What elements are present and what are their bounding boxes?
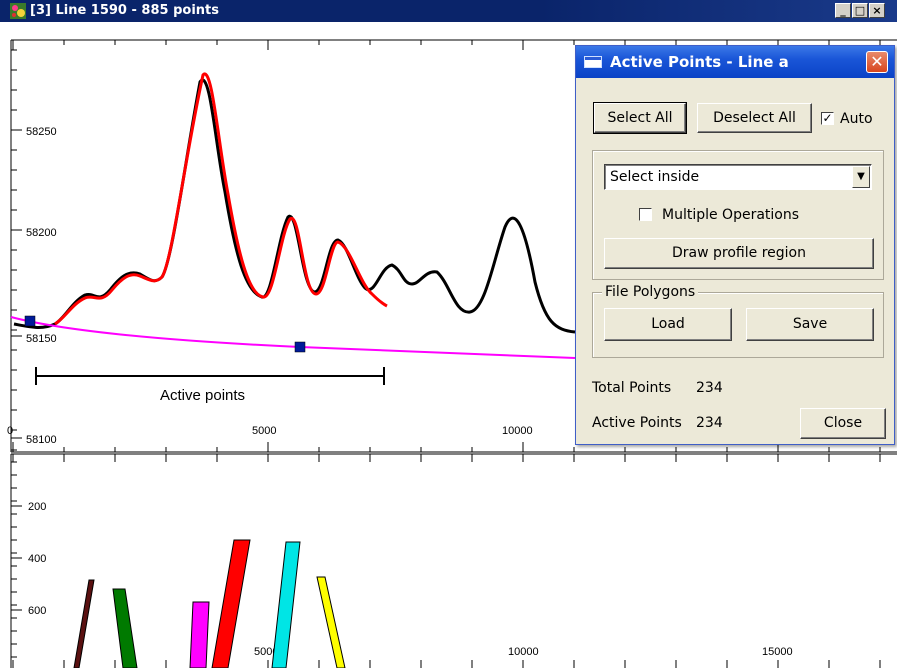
deselect-all-button[interactable]: Deselect All [697, 103, 812, 133]
file-polygons-group [592, 292, 884, 358]
dialog-close-icon[interactable]: ✕ [866, 51, 888, 73]
anchor-marker[interactable] [294, 341, 306, 353]
peak-bar [271, 541, 301, 668]
minimize-button[interactable]: _ [835, 3, 851, 18]
total-points-label: Total Points [592, 380, 672, 396]
lower-y-tick-label: 600 [28, 605, 46, 617]
upper-y-tick-label: 58250 [26, 126, 57, 138]
multiple-operations-label: Multiple Operations [662, 207, 800, 223]
profile-curve [13, 78, 576, 334]
upper-x-tick-label: 10000 [502, 425, 533, 437]
window-title: [3] Line 1590 - 885 points [30, 3, 219, 18]
close-window-button[interactable]: × [869, 3, 885, 18]
upper-y-tick-label: 58100 [26, 434, 57, 446]
baseline-curve [10, 316, 576, 359]
fit-curve [54, 72, 388, 326]
draw-profile-region-button[interactable]: Draw profile region [604, 238, 874, 269]
active-points-label: Active points [160, 387, 245, 404]
lower-x-tick-label: 5000 [254, 646, 278, 658]
lower-x-tick-label: 15000 [762, 646, 793, 658]
upper-x-tick-label: 0 [7, 425, 13, 437]
file-polygons-label: File Polygons [602, 284, 699, 300]
auto-label: Auto [840, 111, 873, 127]
active-points-count-label: Active Points [592, 415, 682, 431]
close-button[interactable]: Close [800, 408, 886, 439]
lower-chart-frame [10, 453, 897, 668]
upper-y-tick-label: 58150 [26, 333, 57, 345]
profile-plot-area[interactable]: 58250 58200 58150 58100 0 5000 10000 Act… [0, 22, 897, 668]
maximize-button[interactable]: □ [852, 3, 868, 18]
peak-bar [73, 579, 95, 668]
dialog-title: Active Points - Line a [610, 53, 789, 71]
lower-y-tick-label: 400 [28, 553, 46, 565]
peak-bar [316, 576, 346, 668]
total-points-value: 234 [696, 380, 723, 396]
lower-x-tick-label: 10000 [508, 646, 539, 658]
load-button[interactable]: Load [604, 308, 732, 341]
active-points-range [35, 367, 385, 385]
peak-bars [73, 539, 346, 668]
anchor-marker[interactable] [24, 315, 36, 327]
save-button[interactable]: Save [746, 308, 874, 341]
auto-checkbox[interactable]: ✓ [821, 111, 834, 125]
upper-x-tick-label: 5000 [252, 425, 276, 437]
peak-bar [211, 539, 251, 668]
selection-mode-value: Select inside [610, 169, 700, 185]
app-icon [10, 3, 26, 19]
select-all-button[interactable]: Select All [593, 102, 687, 134]
upper-y-tick-label: 58200 [26, 227, 57, 239]
chevron-down-icon[interactable]: ▼ [852, 166, 870, 188]
multiple-operations-checkbox[interactable] [639, 208, 652, 221]
selection-mode-dropdown[interactable]: Select inside ▼ [604, 164, 872, 190]
peak-bar [189, 601, 210, 668]
window-icon [584, 56, 602, 68]
dialog-titlebar[interactable]: Active Points - Line a ✕ [576, 46, 894, 78]
window-titlebar: [3] Line 1590 - 885 points _ □ × [0, 0, 897, 22]
peak-bar [112, 588, 138, 668]
selection-group [592, 150, 884, 280]
active-points-value: 234 [696, 415, 723, 431]
lower-y-tick-label: 200 [28, 501, 46, 513]
active-points-dialog: Active Points - Line a ✕ Select All Dese… [575, 45, 895, 445]
upper-chart-frame [10, 39, 897, 453]
